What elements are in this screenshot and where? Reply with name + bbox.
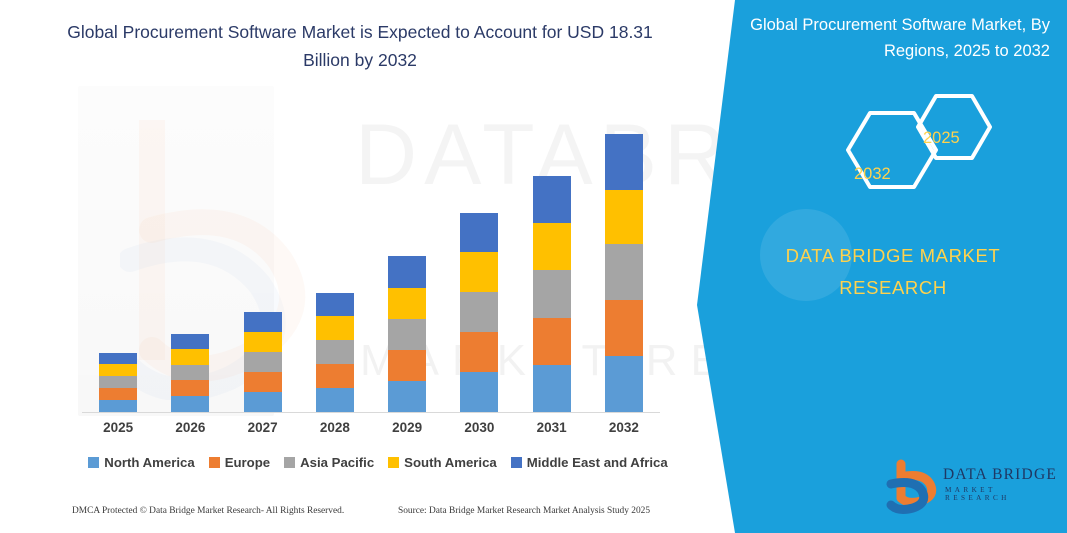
right-panel-title: Global Procurement Software Market, By R… [750, 16, 1050, 60]
bar-segment-asia-pacific [243, 352, 282, 372]
x-axis-label-2026: 2026 [175, 420, 206, 435]
bar-segment-asia-pacific [99, 376, 138, 388]
bar-segment-middle-east-and-africa [99, 353, 138, 364]
footer: DMCA Protected © Data Bridge Market Rese… [0, 503, 700, 525]
bar-segment-south-america [532, 223, 571, 270]
bar-segment-europe [99, 388, 138, 400]
x-axis-label-2030: 2030 [464, 420, 495, 435]
bar-segment-north-america [388, 381, 427, 412]
right-panel-content: Global Procurement Software Market, By R… [718, 0, 1067, 533]
bar-segment-asia-pacific [315, 340, 354, 364]
logo-mark-icon [886, 459, 937, 514]
bar-segment-south-america [460, 252, 499, 292]
legend-label: Asia Pacific [300, 455, 375, 470]
bar-segment-middle-east-and-africa [243, 312, 282, 332]
hexagon-2025-shape [916, 94, 992, 160]
logo-wordmark: DATA BRIDGE [943, 466, 1058, 483]
bar-segment-north-america [315, 388, 354, 412]
bar-segment-north-america [171, 396, 210, 412]
brand-line-2: RESEARCH [839, 277, 947, 298]
bar-segment-middle-east-and-africa [315, 293, 354, 316]
bar-segment-europe [315, 364, 354, 388]
bar-segment-south-america [243, 332, 282, 352]
hexagon-outlines-icon [846, 94, 992, 189]
footer-dmca-text: DMCA Protected © Data Bridge Market Rese… [72, 506, 345, 516]
legend-swatch-icon [284, 457, 296, 468]
x-axis-label-2029: 2029 [392, 420, 423, 435]
brand-line-1: DATA BRIDGE MARKET [785, 245, 1001, 266]
bar-segment-europe [460, 332, 499, 372]
x-axis-label-2028: 2028 [319, 420, 350, 435]
bar-2027 [243, 312, 282, 412]
bar-segment-europe [171, 380, 210, 396]
bar-segment-europe [532, 318, 571, 365]
bar-segment-north-america [604, 356, 643, 412]
bar-segment-asia-pacific [460, 292, 499, 332]
bar-segment-middle-east-and-africa [171, 334, 210, 349]
x-axis-labels: 2025 2026 2027 2028 2029 2030 2031 2032 [82, 420, 660, 444]
legend-swatch-icon [88, 457, 100, 468]
legend-label: South America [404, 455, 497, 470]
bar-2028 [315, 293, 354, 412]
bar-2026 [171, 334, 210, 412]
data-bridge-logo: DATA BRIDGE MARKET RESEARCH [883, 458, 1063, 514]
logo-tagline: MARKET RESEARCH [945, 486, 1010, 502]
bar-segment-middle-east-and-africa [388, 256, 427, 288]
hexagon-2025-label: 2025 [923, 129, 960, 147]
legend-item-north-america[interactable]: North America [88, 455, 195, 470]
bar-2025 [99, 353, 138, 412]
x-axis-label-2031: 2031 [536, 420, 567, 435]
bar-segment-middle-east-and-africa [604, 134, 643, 190]
bar-segment-north-america [532, 365, 571, 412]
bar-segment-asia-pacific [171, 365, 210, 380]
bar-segment-europe [243, 372, 282, 392]
chart-baseline [82, 412, 660, 413]
bar-2029 [388, 256, 427, 412]
bar-segment-south-america [315, 316, 354, 340]
bar-segment-middle-east-and-africa [460, 213, 499, 252]
bar-segment-asia-pacific [532, 270, 571, 318]
legend-item-asia-pacific[interactable]: Asia Pacific [284, 455, 374, 470]
legend-label: Middle East and Africa [526, 455, 668, 470]
hexagon-2032-shape [846, 111, 938, 189]
brand-name: DATA BRIDGE MARKET RESEARCH [738, 240, 1048, 304]
blue-chevron-shape [697, 0, 1067, 533]
chart-legend: North America Europe Asia Pacific South Ame… [82, 455, 674, 470]
bar-2032 [604, 134, 643, 412]
bar-segment-europe [388, 350, 427, 381]
bar-segment-north-america [243, 392, 282, 412]
legend-swatch-icon [208, 457, 220, 468]
bar-segment-south-america [604, 190, 643, 244]
legend-item-europe[interactable]: Europe [208, 455, 271, 470]
bar-segment-europe [604, 300, 643, 356]
legend-label: Europe [224, 455, 271, 470]
legend-item-south-america[interactable]: South America [388, 455, 497, 470]
bar-segment-north-america [99, 400, 138, 412]
legend-swatch-icon [510, 457, 522, 468]
x-axis-label-2032: 2032 [608, 420, 639, 435]
bar-segment-south-america [99, 364, 138, 376]
legend-swatch-icon [388, 457, 400, 468]
bar-segment-asia-pacific [388, 319, 427, 350]
bar-segment-middle-east-and-africa [532, 176, 571, 223]
hexagon-2032-label: 2032 [854, 165, 891, 183]
stacked-bar-chart: 2025 2026 2027 2028 2029 2030 2031 2032 [82, 134, 660, 444]
bar-segment-south-america [171, 349, 210, 365]
bar-segment-south-america [388, 288, 427, 319]
hexagon-year-badges: 2025 2032 [818, 85, 1018, 215]
legend-item-middle-east-and-africa[interactable]: Middle East and Africa [510, 455, 668, 470]
bar-2030 [460, 213, 499, 412]
chart-title: Global Procurement Software Market is Ex… [67, 22, 653, 70]
legend-label: North America [104, 455, 195, 470]
bar-segment-asia-pacific [604, 244, 643, 300]
x-axis-label-2027: 2027 [247, 420, 278, 435]
x-axis-label-2025: 2025 [103, 420, 134, 435]
footer-source-text: Source: Data Bridge Market Research Mark… [398, 506, 651, 516]
bar-2031 [532, 176, 571, 412]
bar-segment-north-america [460, 372, 499, 412]
